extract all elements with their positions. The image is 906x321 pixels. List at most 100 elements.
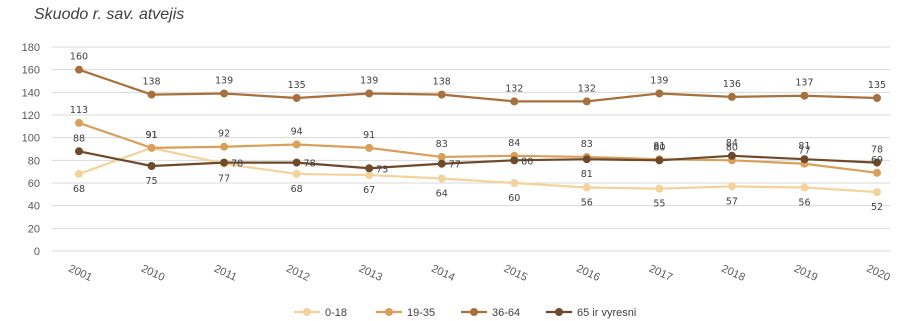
data-label: 57: [726, 196, 738, 207]
legend-marker: [385, 308, 393, 316]
data-point: [800, 155, 809, 164]
y-tick-label: 120: [22, 110, 40, 122]
data-label: 56: [581, 198, 593, 209]
data-label: 55: [653, 199, 665, 210]
data-label: 136: [723, 79, 741, 90]
data-label: 92: [218, 129, 230, 140]
data-label: 78: [871, 145, 883, 156]
y-tick-label: 100: [22, 133, 40, 145]
x-tick-label: 2010: [139, 263, 166, 284]
y-tick-label: 20: [28, 223, 40, 235]
legend-label: 36-64: [492, 307, 520, 319]
data-point: [437, 174, 446, 183]
series-line: [78, 150, 878, 170]
legend-label: 19-35: [407, 307, 435, 319]
legend-label: 65 ir vyresni: [577, 307, 636, 319]
data-point: [727, 92, 736, 101]
y-tick-label: 0: [34, 246, 40, 258]
data-label: 81: [581, 169, 593, 180]
series-line: [78, 68, 878, 103]
data-point: [75, 65, 83, 74]
data-point: [292, 158, 301, 167]
data-point: [510, 156, 519, 165]
data-label: 80: [653, 142, 665, 153]
data-label: 77: [798, 146, 810, 157]
y-tick-label: 180: [22, 42, 40, 54]
data-point: [365, 164, 374, 173]
data-label: 80: [521, 156, 533, 167]
data-label: 68: [291, 184, 303, 195]
data-label: 68: [73, 184, 85, 195]
data-point: [437, 90, 446, 99]
data-label: 81: [653, 141, 665, 152]
data-label: 113: [70, 105, 88, 116]
data-point: [75, 147, 83, 156]
data-point: [437, 159, 446, 168]
x-tick-label: 2016: [574, 263, 601, 284]
data-point: [365, 171, 374, 180]
data-label: 78: [231, 159, 243, 170]
data-point: [655, 89, 664, 98]
data-label: 83: [581, 139, 593, 150]
data-label: 94: [291, 126, 303, 137]
data-point: [220, 158, 229, 167]
x-tick-label: 2001: [67, 263, 94, 284]
data-label: 84: [508, 138, 520, 149]
data-point: [582, 183, 591, 192]
legend-marker: [470, 308, 478, 316]
data-point: [873, 94, 881, 102]
data-point: [147, 143, 156, 152]
data-point: [365, 143, 374, 152]
x-tick-label: 2012: [284, 263, 311, 284]
x-axis-ticks: 2001 2010 2011 2012 2013 2014 2015 2016 2017 2018…: [67, 263, 892, 284]
y-tick-label: 140: [22, 87, 40, 99]
data-label: 91: [145, 130, 157, 141]
data-point: [510, 97, 519, 106]
x-tick-label: 2014: [429, 263, 456, 284]
series-line: [78, 146, 878, 194]
y-tick-label: 80: [28, 155, 40, 167]
data-label: 83: [436, 139, 448, 150]
data-point: [655, 184, 664, 193]
data-point: [220, 142, 229, 151]
data-point: [727, 182, 736, 191]
series-lines: [78, 68, 878, 194]
data-point: [437, 152, 446, 161]
data-label: 132: [505, 83, 523, 94]
data-label: 137: [795, 78, 813, 89]
y-tick-label: 160: [22, 65, 40, 77]
series-points: [75, 65, 881, 197]
legend-marker: [555, 308, 563, 316]
data-label: 78: [304, 159, 316, 170]
chart-title: Skuodo r. sav. atvejis: [34, 6, 185, 23]
legend: 0-18 19-35 36-64 65 ir vyresni: [294, 307, 636, 319]
data-point: [800, 91, 809, 100]
data-point: [873, 158, 881, 167]
data-label: 81: [798, 141, 810, 152]
data-label: 73: [376, 164, 388, 175]
x-tick-label: 2013: [357, 263, 384, 284]
data-point: [800, 183, 809, 192]
data-label: 135: [288, 80, 306, 91]
data-label: 138: [142, 77, 160, 88]
data-label: 138: [433, 77, 451, 88]
data-label: 60: [508, 193, 520, 204]
x-tick-label: 2020: [865, 263, 892, 284]
data-label: 64: [436, 188, 448, 199]
legend-label: 0-18: [325, 307, 347, 319]
data-label: 56: [798, 198, 810, 209]
data-label: 77: [449, 160, 461, 171]
x-tick-label: 2018: [720, 263, 747, 284]
data-label: 91: [145, 130, 157, 141]
data-point: [510, 179, 519, 187]
x-tick-label: 2019: [792, 263, 819, 284]
data-label: 132: [578, 83, 596, 94]
data-point: [582, 155, 591, 164]
data-point: [873, 188, 881, 197]
data-label: 160: [70, 52, 88, 63]
data-point: [220, 89, 229, 98]
data-point: [292, 169, 301, 178]
data-label: 139: [650, 75, 668, 86]
data-label: 139: [360, 75, 378, 86]
